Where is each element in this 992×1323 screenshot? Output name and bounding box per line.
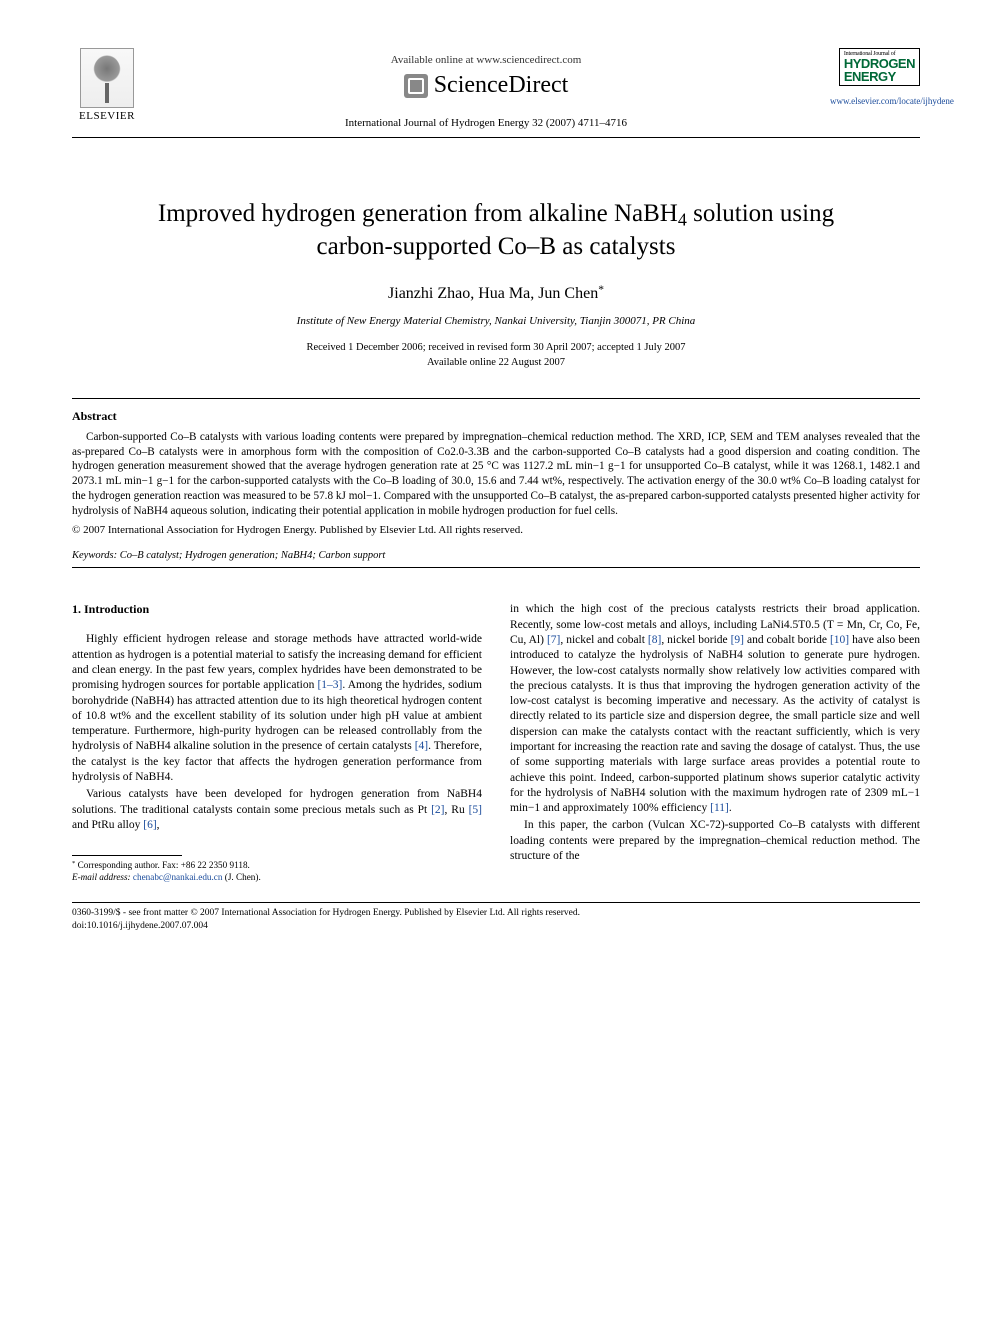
footer: 0360-3199/$ - see front matter © 2007 In… [72,907,920,933]
r1e: have also been introduced to catalyze th… [510,634,920,814]
ref-4[interactable]: [4] [415,740,428,752]
keywords-line: Keywords: Co–B catalyst; Hydrogen genera… [72,550,920,561]
journal-badge: International Journal of HYDROGEN ENERGY… [830,48,920,106]
title-part-1b: solution using [687,200,834,227]
elsevier-logo: ELSEVIER [72,48,142,122]
footer-rule [72,902,920,903]
p2d: , [157,819,160,831]
right-para-1: in which the high cost of the precious c… [510,602,920,816]
elsevier-label: ELSEVIER [79,110,135,122]
center-header: Available online at www.sciencedirect.co… [142,48,830,129]
abstract-bottom-rule [72,567,920,568]
ref-9[interactable]: [9] [731,634,744,646]
ref-10[interactable]: [10] [830,634,849,646]
p2b: , Ru [445,804,469,816]
hydrogen-energy-badge: International Journal of HYDROGEN ENERGY [839,48,920,86]
title-subscript: 4 [678,210,687,230]
section-1-heading: 1. Introduction [72,602,482,618]
right-column: in which the high cost of the precious c… [510,602,920,884]
sciencedirect-brand: ScienceDirect [404,72,569,99]
footer-line-1: 0360-3199/$ - see front matter © 2007 In… [72,908,580,918]
article-title: Improved hydrogen generation from alkali… [72,198,920,262]
dates-line-1: Received 1 December 2006; received in re… [306,342,685,353]
email-label: E-mail address: [72,872,131,882]
email-line: E-mail address: chenabc@nankai.edu.cn (J… [72,872,482,884]
footnote-rule [72,855,182,856]
email-tail: (J. Chen). [222,872,260,882]
header-rule [72,137,920,138]
abstract-heading: Abstract [72,409,920,424]
affiliation: Institute of New Energy Material Chemist… [72,315,920,327]
sciencedirect-text: ScienceDirect [434,72,569,99]
ref-6[interactable]: [6] [143,819,156,831]
intro-para-1: Highly efficient hydrogen release and st… [72,632,482,785]
article-dates: Received 1 December 2006; received in re… [72,341,920,369]
r1f: . [729,802,732,814]
abstract-text: Carbon-supported Co–B catalysts with var… [72,430,920,519]
header: ELSEVIER Available online at www.science… [72,48,920,129]
right-para-2: In this paper, the carbon (Vulcan XC-72)… [510,818,920,864]
r1d: and cobalt boride [744,634,830,646]
available-online-text: Available online at www.sciencedirect.co… [142,54,830,66]
p2a: Various catalysts have been developed fo… [72,788,482,815]
dates-line-2: Available online 22 August 2007 [427,357,565,368]
footer-doi: doi:10.1016/j.ijhydene.2007.07.004 [72,921,208,931]
authors-line: Jianzhi Zhao, Hua Ma, Jun Chen* [72,284,920,303]
authors-text: Jianzhi Zhao, Hua Ma, Jun Chen [388,285,598,302]
ref-11[interactable]: [11] [710,802,729,814]
footnote-block: * Corresponding author. Fax: +86 22 2350… [72,860,482,884]
ref-8[interactable]: [8] [648,634,661,646]
r1b: , nickel and cobalt [560,634,648,646]
email-link[interactable]: chenabc@nankai.edu.cn [131,872,223,882]
abstract-body: Carbon-supported Co–B catalysts with var… [72,430,920,519]
footnote-mark: * [72,860,75,867]
corr-text: Corresponding author. Fax: +86 22 2350 9… [78,860,250,870]
copyright-line: © 2007 International Association for Hyd… [72,524,920,536]
sciencedirect-icon [404,74,428,98]
body-columns: 1. Introduction Highly efficient hydroge… [72,602,920,884]
badge-line2: ENERGY [844,70,915,83]
corresponding-author-note: * Corresponding author. Fax: +86 22 2350… [72,860,482,872]
abstract-top-rule [72,398,920,399]
corresponding-mark: * [598,284,604,296]
ref-2[interactable]: [2] [431,804,444,816]
keywords-text: Co–B catalyst; Hydrogen generation; NaBH… [117,550,385,561]
r1c: , nickel boride [661,634,730,646]
intro-para-2: Various catalysts have been developed fo… [72,787,482,833]
keywords-label: Keywords: [72,550,117,561]
journal-url[interactable]: www.elsevier.com/locate/ijhydene [830,96,920,106]
journal-reference: International Journal of Hydrogen Energy… [142,117,830,129]
left-column: 1. Introduction Highly efficient hydroge… [72,602,482,884]
elsevier-tree-icon [80,48,134,108]
p2c: and PtRu alloy [72,819,143,831]
ref-5[interactable]: [5] [469,804,482,816]
ref-7[interactable]: [7] [547,634,560,646]
title-part-1: Improved hydrogen generation from alkali… [158,200,678,227]
title-part-2: carbon-supported Co–B as catalysts [317,233,676,260]
ref-1-3[interactable]: [1–3] [317,679,342,691]
